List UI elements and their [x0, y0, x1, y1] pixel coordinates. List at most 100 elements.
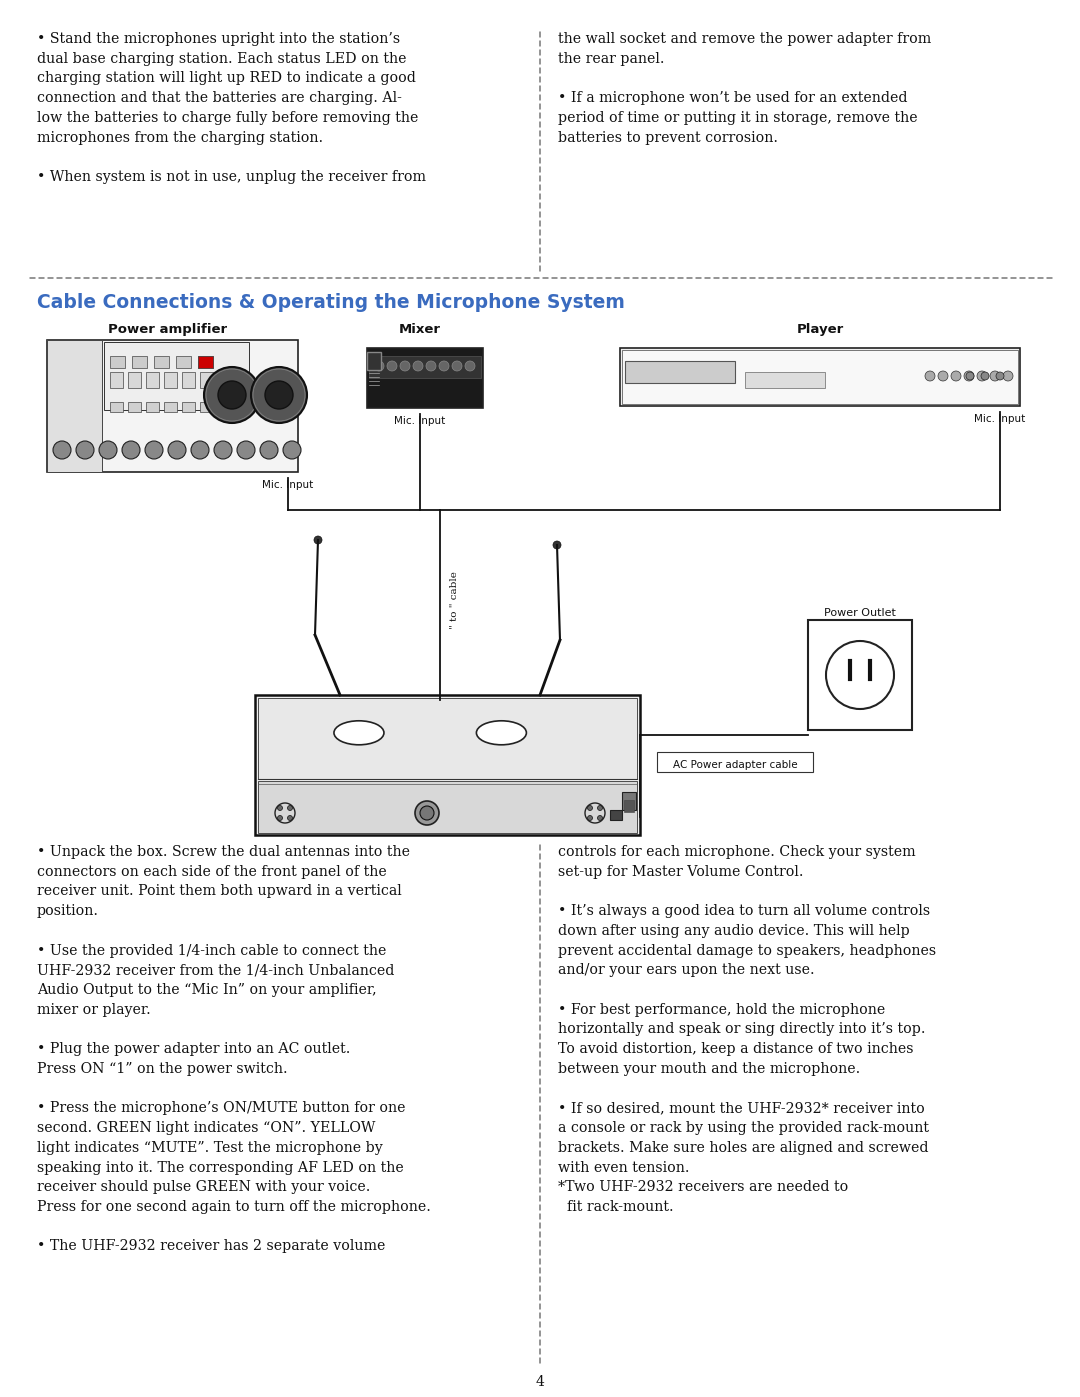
Circle shape [214, 441, 232, 460]
Bar [367, 348, 483, 408]
Circle shape [237, 441, 255, 460]
Circle shape [415, 800, 438, 826]
Bar [624, 800, 634, 812]
Circle shape [251, 367, 307, 423]
Ellipse shape [476, 721, 526, 745]
Circle shape [465, 360, 475, 372]
Circle shape [53, 441, 71, 460]
Circle shape [553, 541, 561, 549]
Circle shape [996, 372, 1004, 380]
Bar [176, 356, 191, 367]
Circle shape [287, 806, 293, 810]
Bar [129, 372, 141, 388]
Bar [200, 372, 213, 388]
Bar [146, 372, 159, 388]
Bar [164, 402, 177, 412]
Bar [625, 360, 735, 383]
Text: Power amplifier: Power amplifier [108, 323, 228, 337]
Circle shape [426, 360, 436, 372]
Circle shape [218, 381, 246, 409]
Bar [808, 620, 912, 731]
Circle shape [314, 536, 322, 543]
Circle shape [939, 372, 948, 381]
Bar [110, 402, 123, 412]
Ellipse shape [334, 721, 384, 745]
Bar [218, 402, 231, 412]
Circle shape [438, 360, 449, 372]
Bar [622, 792, 636, 810]
Bar [183, 372, 195, 388]
Bar [620, 348, 1020, 407]
Text: the wall socket and remove the power adapter from
the rear panel.

• If a microp: the wall socket and remove the power ada… [558, 32, 931, 145]
Circle shape [420, 806, 434, 820]
Circle shape [966, 372, 974, 380]
Text: AC Power adapter cable: AC Power adapter cable [673, 760, 797, 770]
Circle shape [924, 372, 935, 381]
Bar [198, 356, 213, 367]
Bar [48, 339, 102, 472]
Bar [132, 356, 147, 367]
Bar [48, 339, 298, 472]
Circle shape [265, 381, 293, 409]
Bar [200, 402, 213, 412]
Bar [255, 694, 640, 835]
Circle shape [387, 360, 397, 372]
Bar [367, 352, 381, 370]
Circle shape [283, 441, 301, 460]
Circle shape [977, 372, 987, 381]
Bar [198, 356, 213, 367]
Circle shape [168, 441, 186, 460]
Bar [110, 372, 123, 388]
Text: Mic. Input: Mic. Input [974, 414, 1026, 425]
Circle shape [413, 360, 423, 372]
Circle shape [990, 372, 1000, 381]
Circle shape [287, 816, 293, 820]
Bar [146, 402, 159, 412]
Circle shape [191, 441, 210, 460]
Bar [258, 781, 637, 833]
Circle shape [981, 372, 989, 380]
Circle shape [1003, 372, 1013, 381]
Circle shape [122, 441, 140, 460]
Circle shape [588, 806, 593, 810]
Circle shape [588, 816, 593, 820]
Text: • Unpack the box. Screw the dual antennas into the
connectors on each side of th: • Unpack the box. Screw the dual antenna… [37, 845, 431, 1253]
Text: Player: Player [796, 323, 843, 337]
Text: 4: 4 [536, 1375, 544, 1389]
Circle shape [99, 441, 117, 460]
Bar [657, 752, 813, 773]
Text: • Stand the microphones upright into the station’s
dual base charging station. E: • Stand the microphones upright into the… [37, 32, 426, 184]
Text: Cable Connections & Operating the Microphone System: Cable Connections & Operating the Microp… [37, 293, 625, 312]
Text: Mic. Input: Mic. Input [394, 416, 446, 426]
Bar [110, 356, 125, 367]
Bar [104, 342, 249, 409]
Bar [745, 372, 825, 388]
Text: " to " cable: " to " cable [450, 571, 459, 629]
Circle shape [76, 441, 94, 460]
Circle shape [951, 372, 961, 381]
Bar [183, 402, 195, 412]
Bar [610, 810, 622, 820]
Bar [129, 402, 141, 412]
Circle shape [278, 816, 283, 820]
Circle shape [145, 441, 163, 460]
Circle shape [597, 806, 603, 810]
Bar [622, 351, 1018, 404]
Text: Mixer: Mixer [399, 323, 441, 337]
Circle shape [400, 360, 410, 372]
Text: Mic. Input: Mic. Input [262, 481, 313, 490]
Circle shape [374, 360, 384, 372]
Text: Power Outlet: Power Outlet [824, 608, 896, 617]
Bar [154, 356, 168, 367]
Circle shape [597, 816, 603, 820]
Circle shape [204, 367, 260, 423]
Circle shape [453, 360, 462, 372]
Bar [258, 698, 637, 780]
Bar [218, 372, 231, 388]
Bar [369, 356, 481, 379]
Bar [164, 372, 177, 388]
Circle shape [964, 372, 974, 381]
Text: controls for each microphone. Check your system
set-up for Master Volume Control: controls for each microphone. Check your… [558, 845, 936, 1214]
Circle shape [278, 806, 283, 810]
Circle shape [260, 441, 278, 460]
